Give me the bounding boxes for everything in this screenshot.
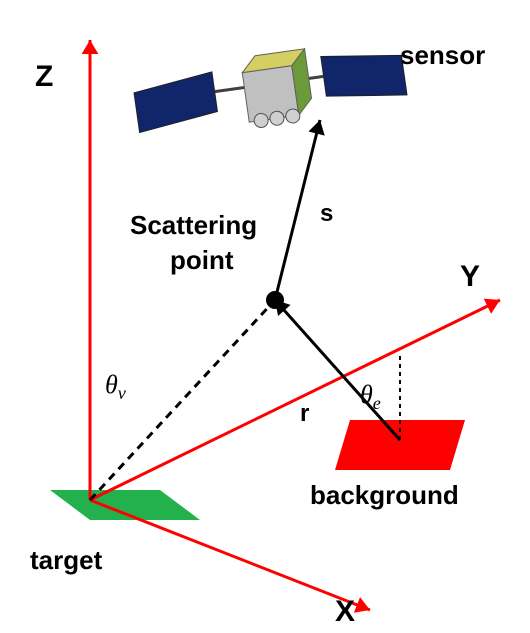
label-scattering-line1: Scattering — [130, 210, 257, 241]
scattering-point — [266, 291, 284, 309]
label-background: background — [310, 480, 459, 511]
label-theta-e: θe — [360, 380, 381, 414]
label-sensor: sensor — [400, 40, 485, 71]
background-patch — [335, 420, 465, 470]
label-r: r — [300, 400, 309, 428]
label-s: s — [320, 200, 333, 228]
label-axis-y: Y — [460, 260, 480, 294]
label-theta-v: θv — [105, 370, 126, 404]
label-axis-x: X — [335, 595, 355, 629]
label-scattering-line2: point — [170, 245, 234, 276]
satellite-icon — [131, 36, 408, 145]
label-target: target — [30, 545, 102, 576]
target-patch — [50, 490, 200, 520]
label-axis-z: Z — [35, 60, 53, 94]
